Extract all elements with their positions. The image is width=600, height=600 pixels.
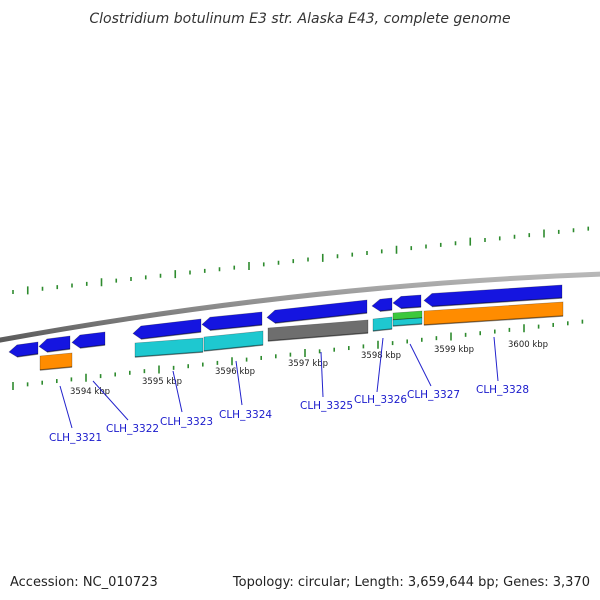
- leader-line: [376, 337, 384, 393]
- leader-line: [493, 336, 499, 382]
- gene-label-CLH_3327: CLH_3327: [407, 389, 460, 401]
- gene-arrow: [423, 284, 563, 307]
- gene-arrow-edge: [140, 331, 202, 340]
- feature-bar-edge: [372, 328, 393, 332]
- feature-bar: [267, 319, 369, 342]
- accession-label: Accession: NC_010723: [10, 575, 158, 590]
- map-title: Clostridium botulinum E3 str. Alaska E43…: [89, 11, 510, 27]
- gene-label-CLH_3328: CLH_3328: [476, 384, 529, 396]
- scale-label: 3599 kbp: [434, 345, 474, 355]
- leader-line: [92, 380, 129, 421]
- leader-line: [59, 385, 73, 429]
- gene-arrow: [38, 335, 71, 353]
- gene-leader-lines: [59, 336, 499, 429]
- gene-arrow-edge: [274, 312, 368, 324]
- gene-label-CLH_3324: CLH_3324: [219, 409, 272, 421]
- feature-bar-edge: [392, 323, 423, 327]
- gene-arrow-edge: [79, 344, 106, 349]
- gene-arrow: [8, 341, 39, 358]
- gene-features: [8, 284, 564, 371]
- gene-label-CLH_3323: CLH_3323: [160, 416, 213, 428]
- gene-arrow: [132, 318, 202, 340]
- leader-line: [235, 360, 243, 406]
- gene-arrow-edge: [400, 306, 422, 310]
- feature-bar-edge: [134, 351, 204, 358]
- scale-label: 3594 kbp: [70, 387, 110, 397]
- feature-bar-edge: [423, 315, 564, 326]
- outer-tick-track: [12, 226, 590, 295]
- gene-arrow-edge: [16, 353, 39, 358]
- gene-labels: CLH_3321 CLH_3322 CLH_3323 CLH_3324 CLH_…: [49, 384, 529, 444]
- feature-bar: [392, 317, 423, 327]
- leader-line: [409, 343, 432, 387]
- leader-line: [172, 370, 183, 413]
- topology-label: Topology: circular; Length: 3,659,644 bp…: [232, 575, 590, 590]
- feature-bar: [203, 330, 264, 352]
- gene-label-CLH_3326: CLH_3326: [354, 394, 407, 406]
- gene-arrow-edge: [46, 348, 71, 353]
- feature-bar-edge: [39, 366, 73, 371]
- scale-label: 3596 kbp: [215, 367, 255, 377]
- gene-arrow-edge: [431, 297, 563, 308]
- inner-tick-track: [12, 319, 584, 390]
- gene-arrow: [371, 297, 393, 312]
- scale-label: 3600 kbp: [508, 340, 548, 350]
- feature-bar: [39, 352, 73, 371]
- gene-arrow: [71, 331, 106, 349]
- genome-backbone: [0, 271, 600, 343]
- leader-line: [320, 351, 324, 398]
- feature-bar-edge: [267, 332, 369, 342]
- feature-bar: [134, 337, 204, 358]
- feature-bar: [423, 301, 564, 326]
- gene-arrow-edge: [209, 324, 263, 331]
- gene-label-CLH_3322: CLH_3322: [106, 423, 159, 435]
- feature-bar: [372, 316, 393, 332]
- gene-arrow-edge: [379, 309, 393, 312]
- gene-arrow: [266, 299, 368, 324]
- gene-label-CLH_3321: CLH_3321: [49, 432, 102, 444]
- scale-label: 3595 kbp: [142, 377, 182, 387]
- gene-arrow: [201, 311, 263, 331]
- gene-arrow: [392, 294, 422, 309]
- scale-label: 3597 kbp: [288, 359, 328, 369]
- gene-label-CLH_3325: CLH_3325: [300, 400, 353, 412]
- feature-bar-edge: [203, 344, 264, 352]
